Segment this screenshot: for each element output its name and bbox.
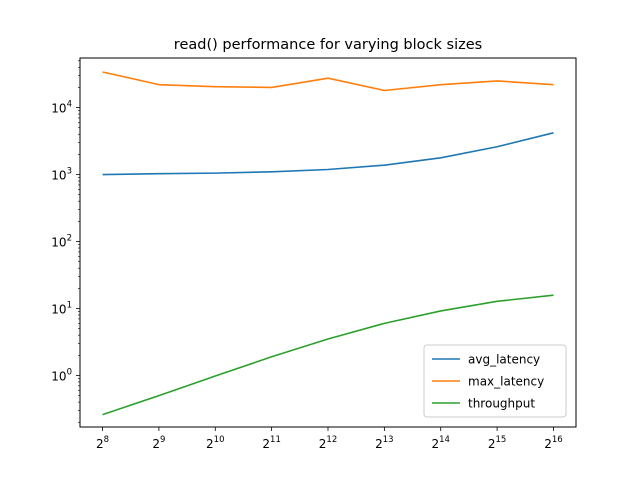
x-tick-label-4: 212: [319, 435, 337, 451]
axes-layer: 28 29 210 211 212 213 214 215 216 100 101 102 103 104: [51, 57, 577, 451]
y-tick-label-4: 104: [51, 100, 72, 116]
x-tick-label-8: 216: [544, 435, 562, 451]
y-tick-label-1: 101: [51, 300, 72, 316]
series-line-avg_latency: [102, 132, 554, 176]
x-tick-label-5: 213: [375, 435, 393, 451]
x-tick-label-1: 29: [152, 435, 165, 451]
legend: avg_latency max_latency throughput: [423, 344, 567, 418]
x-tick-label-7: 215: [488, 435, 506, 451]
series-line-throughput: [102, 294, 554, 416]
x-tick-label-6: 214: [431, 435, 449, 451]
series-line-max_latency: [102, 71, 554, 92]
legend-label-max_latency: max_latency: [468, 375, 544, 389]
legend-label-avg_latency: avg_latency: [468, 353, 540, 367]
series-layer: [102, 71, 554, 416]
legend-box: [423, 344, 567, 418]
x-tick-label-0: 28: [96, 435, 109, 451]
y-tick-label-2: 102: [51, 234, 72, 250]
x-tick-label-3: 211: [262, 435, 280, 451]
chart-title: read() performance for varying block siz…: [174, 37, 482, 53]
legend-label-throughput: throughput: [468, 397, 535, 411]
y-tick-label-0: 100: [51, 367, 72, 383]
x-tick-label-2: 210: [206, 435, 224, 451]
y-tick-label-3: 103: [51, 167, 72, 183]
